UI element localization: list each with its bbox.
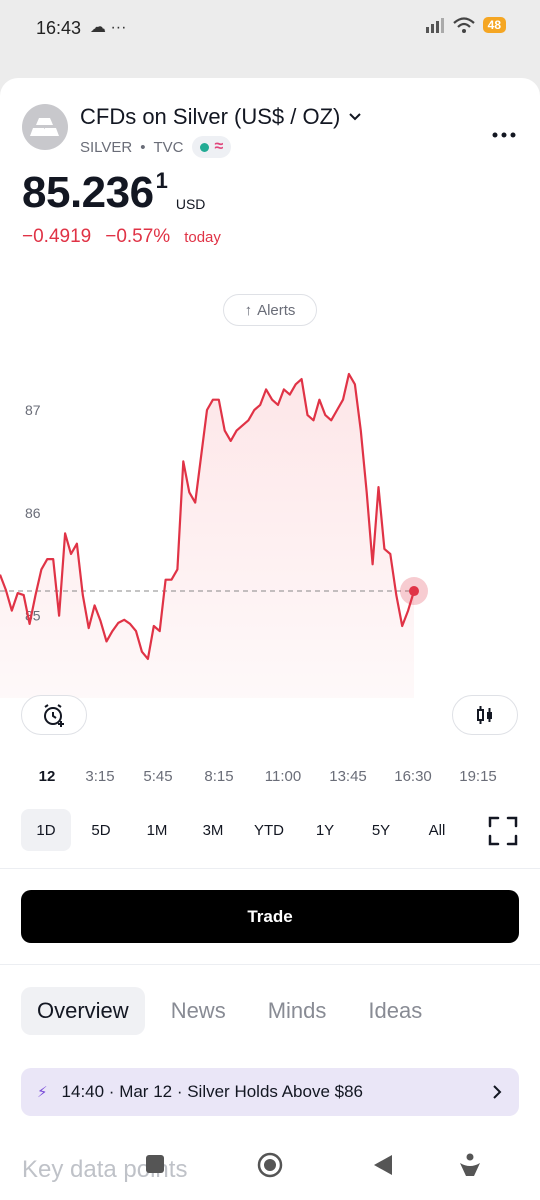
price-change: −0.4919 −0.57% today bbox=[22, 226, 221, 248]
range-button-3m[interactable]: 3M bbox=[202, 821, 224, 839]
last-price-dot bbox=[409, 586, 419, 597]
status-right-icons: 48 bbox=[425, 17, 506, 33]
divider bbox=[0, 964, 540, 965]
battery-icon: 48 bbox=[482, 17, 506, 33]
price-superscript: 1 bbox=[155, 168, 168, 193]
candlestick-icon bbox=[477, 706, 492, 724]
y-tick-label: 86 bbox=[25, 505, 41, 521]
news-headline: 14:40 · Mar 12 · Silver Holds Above $86 bbox=[61, 1082, 363, 1101]
market-open-icon bbox=[199, 142, 209, 152]
price-currency: USD bbox=[175, 196, 206, 212]
range-button-5y[interactable]: 5Y bbox=[371, 821, 391, 839]
symbol-subtitle: SILVER • TVC ≈ bbox=[80, 136, 232, 158]
lightning-icon: ⚡ bbox=[37, 1084, 48, 1101]
change-percent: −0.57% bbox=[105, 226, 171, 247]
more-options-icon[interactable] bbox=[492, 114, 516, 145]
market-status-pill[interactable]: ≈ bbox=[191, 136, 232, 158]
price-series-line bbox=[0, 372, 416, 660]
trade-button[interactable]: Trade bbox=[21, 890, 519, 943]
recents-icon[interactable] bbox=[145, 1154, 165, 1174]
tab-overview[interactable]: Overview bbox=[21, 987, 145, 1035]
symbol-ticker: SILVER bbox=[80, 138, 133, 156]
alerts-label: Alerts bbox=[257, 301, 296, 319]
status-time: 16:43 bbox=[36, 18, 82, 38]
y-tick-label: 87 bbox=[25, 402, 41, 418]
symbol-title-text: CFDs on Silver (US$ / OZ) bbox=[80, 104, 341, 129]
x-tick-label: 3:15 bbox=[85, 768, 115, 785]
add-alert-button[interactable] bbox=[21, 695, 87, 735]
range-button-all[interactable]: All bbox=[428, 821, 446, 839]
notification-icons: ☁ ··· bbox=[90, 19, 127, 36]
x-tick-label: 13:45 bbox=[329, 768, 367, 785]
assistant-icon[interactable] bbox=[457, 1152, 483, 1178]
status-bar: 16:43 ☁ ··· 48 bbox=[0, 0, 540, 60]
arrow-up-icon: ↑ bbox=[244, 301, 253, 319]
x-tick-label: 8:15 bbox=[204, 768, 234, 785]
range-button-ytd[interactable]: YTD bbox=[254, 821, 284, 839]
x-tick-label: 12 bbox=[38, 768, 56, 785]
wifi-icon bbox=[452, 17, 475, 33]
alerts-button[interactable]: ↑ Alerts bbox=[223, 294, 317, 326]
chevron-right-icon bbox=[493, 1085, 502, 1099]
range-button-1m[interactable]: 1M bbox=[146, 821, 168, 839]
subtitle-separator: • bbox=[140, 138, 146, 156]
chart-area-fill bbox=[0, 374, 414, 698]
silver-bars-logo bbox=[22, 104, 68, 150]
x-tick-label: 5:45 bbox=[143, 768, 173, 785]
chart-type-button[interactable] bbox=[452, 695, 518, 735]
wave-icon: ≈ bbox=[214, 138, 224, 155]
alarm-plus-icon bbox=[44, 704, 64, 727]
tab-ideas[interactable]: Ideas bbox=[368, 998, 423, 1023]
detail-tabs: Overview News Minds Ideas bbox=[21, 987, 448, 1035]
change-period-label: today bbox=[184, 229, 221, 246]
range-button-1d[interactable]: 1D bbox=[21, 809, 71, 851]
price-main: 85.236 bbox=[22, 168, 154, 217]
symbol-title[interactable]: CFDs on Silver (US$ / OZ) bbox=[80, 104, 362, 130]
chevron-down-icon bbox=[349, 113, 362, 121]
range-button-1y[interactable]: 1Y bbox=[315, 821, 335, 839]
range-selector: 1D 5D 1M 3M YTD 1Y 5Y All bbox=[21, 809, 521, 851]
back-icon[interactable] bbox=[373, 1154, 393, 1176]
range-button-5d[interactable]: 5D bbox=[91, 821, 111, 839]
exchange-name: TVC bbox=[153, 138, 184, 156]
x-axis-labels: 12 3:15 5:45 8:15 11:00 13:45 16:30 19:15 bbox=[0, 768, 540, 788]
tab-minds[interactable]: Minds bbox=[267, 998, 327, 1023]
change-absolute: −0.4919 bbox=[22, 226, 92, 247]
symbol-sheet: CFDs on Silver (US$ / OZ) SILVER • TVC ≈… bbox=[0, 78, 540, 1200]
divider bbox=[0, 868, 540, 869]
system-nav-bar bbox=[0, 1140, 540, 1200]
x-tick-label: 16:30 bbox=[394, 768, 432, 785]
x-tick-label: 19:15 bbox=[459, 768, 497, 785]
signal-icon bbox=[425, 18, 444, 33]
home-icon[interactable] bbox=[257, 1152, 283, 1178]
x-tick-label: 11:00 bbox=[264, 768, 302, 785]
fullscreen-icon[interactable] bbox=[488, 816, 518, 846]
tab-news[interactable]: News bbox=[170, 998, 226, 1023]
price-display: 85.236 1 USD bbox=[22, 168, 205, 218]
news-banner[interactable]: ⚡ 14:40 · Mar 12 · Silver Holds Above $8… bbox=[21, 1068, 519, 1116]
